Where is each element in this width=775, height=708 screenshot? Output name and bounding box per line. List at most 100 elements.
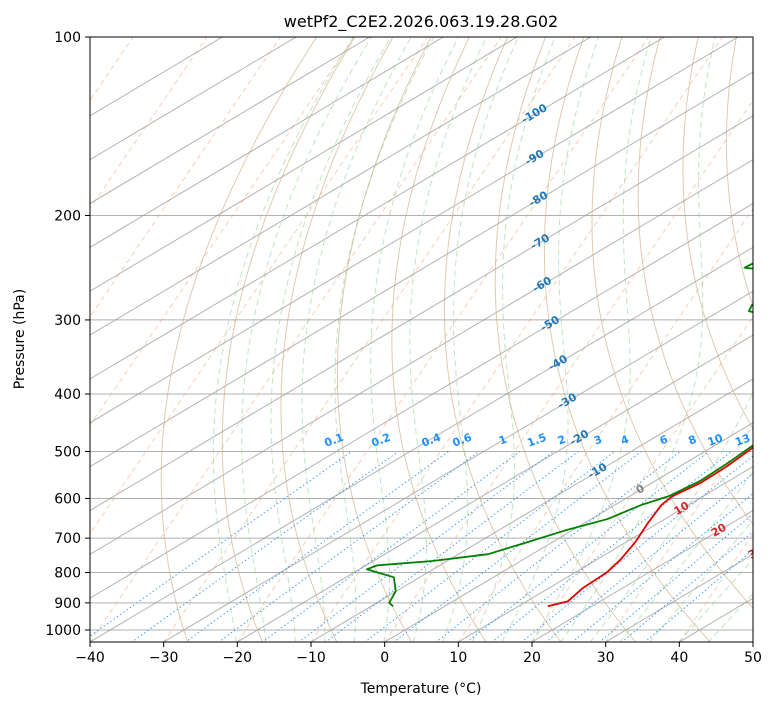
mixing-ratio-label: 13	[733, 431, 752, 448]
mixing-ratio-line	[466, 451, 709, 642]
isotherm-line	[310, 378, 753, 642]
mixing-ratio-line	[435, 451, 681, 642]
mixing-ratio-label: 1	[497, 433, 509, 448]
guide-line-faint	[384, 99, 753, 642]
moist-adiabat-line	[301, 37, 412, 642]
y-tick-label: 300	[54, 313, 81, 329]
x-tick-label: −20	[223, 650, 253, 666]
mixing-ratio-line	[364, 451, 615, 642]
isotherm-label: 10	[672, 499, 692, 518]
isotherm-label: -20	[567, 427, 591, 449]
x-tick-label: 10	[449, 650, 467, 666]
moist-adiabat-line	[560, 37, 716, 642]
mixing-ratio-label: 1.5	[525, 431, 548, 450]
mixing-ratio-line	[521, 455, 753, 642]
dry-adiabat-line	[280, 37, 394, 642]
chart-title: wetPf2_C2E2.2026.063.19.28.G02	[284, 12, 558, 32]
isotherm-label: -100	[519, 101, 550, 126]
x-tick-label: −40	[75, 650, 105, 666]
isotherm-line	[90, 37, 297, 161]
mixing-ratio-label: 0.1	[323, 431, 346, 450]
mixing-ratio-label: 0.2	[370, 431, 393, 450]
dry-adiabat-line	[591, 37, 753, 610]
y-tick-label: 200	[54, 209, 81, 225]
dry-adiabat-line	[391, 37, 487, 642]
mixing-ratio-label: 0.6	[451, 431, 474, 450]
x-tick-label: 50	[744, 650, 762, 666]
dry-adiabat-line	[494, 37, 637, 642]
moist-adiabat-line	[501, 37, 600, 642]
mixing-ratio-line	[298, 451, 554, 642]
mixing-ratio-label: 10	[706, 431, 725, 449]
isotherm-label: -90	[523, 147, 547, 169]
mixing-ratio-label: 3	[592, 433, 604, 448]
isotherm-label: -50	[538, 313, 562, 335]
dry-adiabat-line	[543, 37, 711, 642]
guide-line-faint	[163, 37, 576, 642]
mixing-ratio-label: 2	[556, 433, 568, 448]
mixing-ratio-label: 8	[687, 433, 699, 448]
mixing-ratio-line	[621, 531, 753, 642]
x-tick-label: −10	[296, 650, 326, 666]
isotherm-line	[90, 37, 591, 336]
plot-frame	[89, 36, 754, 643]
moist-adiabat-line	[648, 519, 753, 642]
guide-line-faint	[531, 316, 753, 642]
y-tick-label: 400	[54, 387, 81, 403]
mixing-ratio-line	[545, 473, 753, 642]
moist-adiabat-line	[409, 37, 487, 642]
dry-adiabat-line	[443, 37, 562, 642]
plot-area: -100-90-80-70-60-50-40-30-20-10010203040…	[0, 37, 775, 643]
mixing-ratio-line	[393, 451, 642, 642]
mixing-ratio-line	[598, 513, 753, 642]
moist-adiabat-line	[619, 470, 753, 642]
x-tick-label: 20	[523, 650, 541, 666]
isotherm-line	[90, 115, 753, 512]
isotherm-line	[90, 37, 665, 380]
isotherm-line	[90, 246, 753, 642]
isotherm-line	[457, 466, 753, 642]
guide-line-faint	[0, 37, 59, 643]
mixing-ratio-line	[90, 451, 352, 637]
mixing-ratio-label: 16	[756, 431, 775, 449]
isotherm-line	[90, 37, 370, 205]
isotherm-label: -70	[528, 231, 552, 253]
moist-adiabat-line	[212, 37, 354, 642]
y-tick-label: 1000	[45, 623, 81, 639]
x-axis-label: Temperature (°C)	[360, 681, 482, 697]
mixing-ratio-label: 0.4	[420, 431, 443, 450]
dry-adiabat-line	[682, 37, 753, 431]
isotherm-line	[162, 290, 753, 642]
mixing-ratio-line	[644, 549, 753, 642]
dry-adiabat-line	[725, 37, 753, 308]
mixing-ratio-line	[184, 451, 449, 642]
mixing-ratio-label: 4	[619, 433, 631, 448]
x-tick-label: 40	[670, 650, 688, 666]
isotherm-label: -80	[526, 188, 550, 210]
mixing-ratio-line	[217, 451, 480, 642]
guide-line-faint	[457, 207, 753, 642]
mixing-ratio-label: 6	[658, 433, 670, 448]
isotherm-line	[236, 334, 753, 642]
guide-line-faint	[90, 37, 429, 535]
isotherm-label: -60	[530, 274, 554, 296]
moist-adiabat-line	[471, 37, 556, 642]
isotherm-line	[383, 422, 753, 642]
dry-adiabat-line	[160, 37, 318, 642]
mixing-ratio-line	[325, 451, 579, 642]
dry-adiabat-line	[769, 37, 775, 643]
moist-adiabat-line	[270, 37, 392, 642]
guide-line-faint	[236, 37, 650, 642]
isotherm-label: -40	[546, 352, 570, 374]
moist-adiabat-line	[589, 391, 753, 642]
guide-line-faint	[90, 37, 208, 210]
isotherm-line	[90, 37, 739, 424]
isotherm-line	[90, 71, 753, 468]
isotherm-line	[90, 159, 753, 555]
guide-line-faint	[90, 37, 355, 427]
isotherm-line	[531, 509, 753, 642]
guide-line-faint	[90, 37, 281, 318]
isotherm-line	[90, 37, 223, 117]
mixing-ratio-line	[571, 492, 753, 642]
